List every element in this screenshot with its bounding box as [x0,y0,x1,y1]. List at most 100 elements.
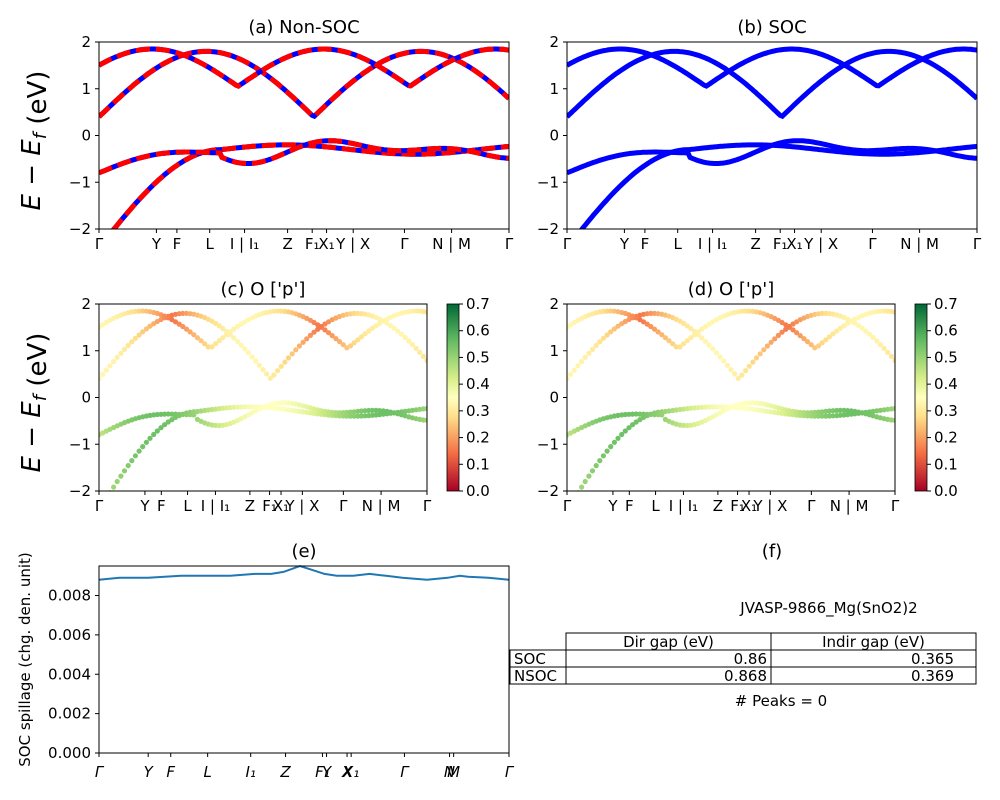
scatter-point [136,448,142,454]
scatter-point [336,410,343,416]
scatter-point [369,325,375,331]
scatter-point [100,322,106,328]
scatter-point [830,408,836,414]
x-tick-label: N [444,763,455,781]
scatter-point [670,341,676,347]
scatter-point [593,463,599,469]
panel-title: (a) Non-SOC [248,17,359,38]
scatter-point [125,463,131,469]
scatter-point [242,404,248,410]
scatter-point [220,326,226,332]
scatter-point [608,329,614,335]
scatter-point [746,400,752,406]
scatter-point [757,351,763,357]
y-tick-label: −2 [537,220,559,238]
x-tick-label: Y | X [803,235,838,253]
axes-frame-a [98,41,510,230]
scatter-point [406,338,412,344]
scatter-point [819,413,825,419]
x-tick-label: X₁ [786,235,802,253]
scatter-point [589,346,596,352]
x-tick-label: Γ [339,497,348,515]
scatter-point [830,331,836,337]
colorbar-tick-label: 0.4 [934,375,958,393]
scatter-point [358,334,364,340]
scatter-point [608,308,614,314]
colorbar-tick-label: 0.1 [466,455,490,473]
table-col-header: Dir gap (eV) [623,633,714,651]
colorbar-tick-label: 0.3 [466,402,490,420]
scatter-point [329,333,335,339]
colorbar-tick-label: 0.6 [934,322,958,340]
scatter-point [216,338,222,344]
scatter-point [611,439,618,445]
scatter-point [622,411,628,418]
scatter-point [256,362,262,368]
scatter-point [143,326,149,332]
scatter-point [369,407,375,413]
x-tick-label: Γ [563,235,572,253]
scatter-point [100,371,106,377]
scatter-point [413,345,419,351]
scatter-point [739,372,745,378]
x-tick-label: Y | X [752,497,787,515]
y-tick-label: 1 [549,342,559,360]
x-tick-label: Y [144,763,155,781]
scatter-point [761,347,767,353]
x-tick-label: L [674,235,683,253]
scatter-point [695,329,701,335]
scatter-point [593,342,599,349]
scatter-point [688,326,694,332]
scatter-point [892,417,895,423]
scatter-point [604,448,610,454]
colorbar-tick-label: 0.4 [466,375,490,393]
scatter-point [275,368,281,374]
axes-frame-d [566,303,896,492]
scatter-point [238,342,244,348]
scatter-point [278,363,284,369]
band-line [110,142,509,229]
y-tick-label: 0.008 [48,587,91,605]
scatter-point [659,412,665,418]
colorbar-tick-label: 0.1 [934,455,958,473]
scatter-point [615,323,621,329]
scatter-point [264,371,270,377]
band-plot-b [567,46,977,229]
scatter-point [779,329,785,335]
scatter-point [775,332,782,338]
scatter-point [768,339,774,345]
label-part: f [30,130,51,139]
axes-frame-c [98,303,428,492]
label-part: f [30,392,51,401]
spillage-line [98,564,510,581]
panel-title: (f) [762,541,782,562]
x-tick-label: F [625,497,634,515]
y-tick-label: 2 [549,33,559,51]
scatter-point [750,359,756,365]
scatter-point [293,347,299,353]
x-tick-label: Z [713,497,723,515]
scatter-point [673,344,679,350]
x-tick-label: Γ [807,497,816,515]
x-tick-label: N | M [432,235,471,253]
table-cell: 0.868 [724,667,767,685]
y-axis-label: SOC spillage (chg. den. unit) [16,552,34,767]
scatter-point [702,338,709,344]
scatter-point [724,362,731,368]
scatter-point [753,355,760,361]
scatter-point [615,435,621,441]
y-tick-label: −2 [537,482,559,500]
y-tick-label: −1 [537,435,559,453]
scatter-point [249,354,255,360]
scatter-point [815,343,822,349]
scatter-point [648,323,654,330]
scatter-point [710,404,716,410]
colorbar-tick-label: 0.5 [466,348,490,366]
scatter-point [870,334,876,341]
y-tick-label: −2 [69,482,91,500]
scatter-point [231,335,237,341]
scatter-point [111,484,117,490]
scatter-point [681,341,687,347]
y-tick-label: 2 [81,33,91,51]
scatter-point [677,344,683,350]
